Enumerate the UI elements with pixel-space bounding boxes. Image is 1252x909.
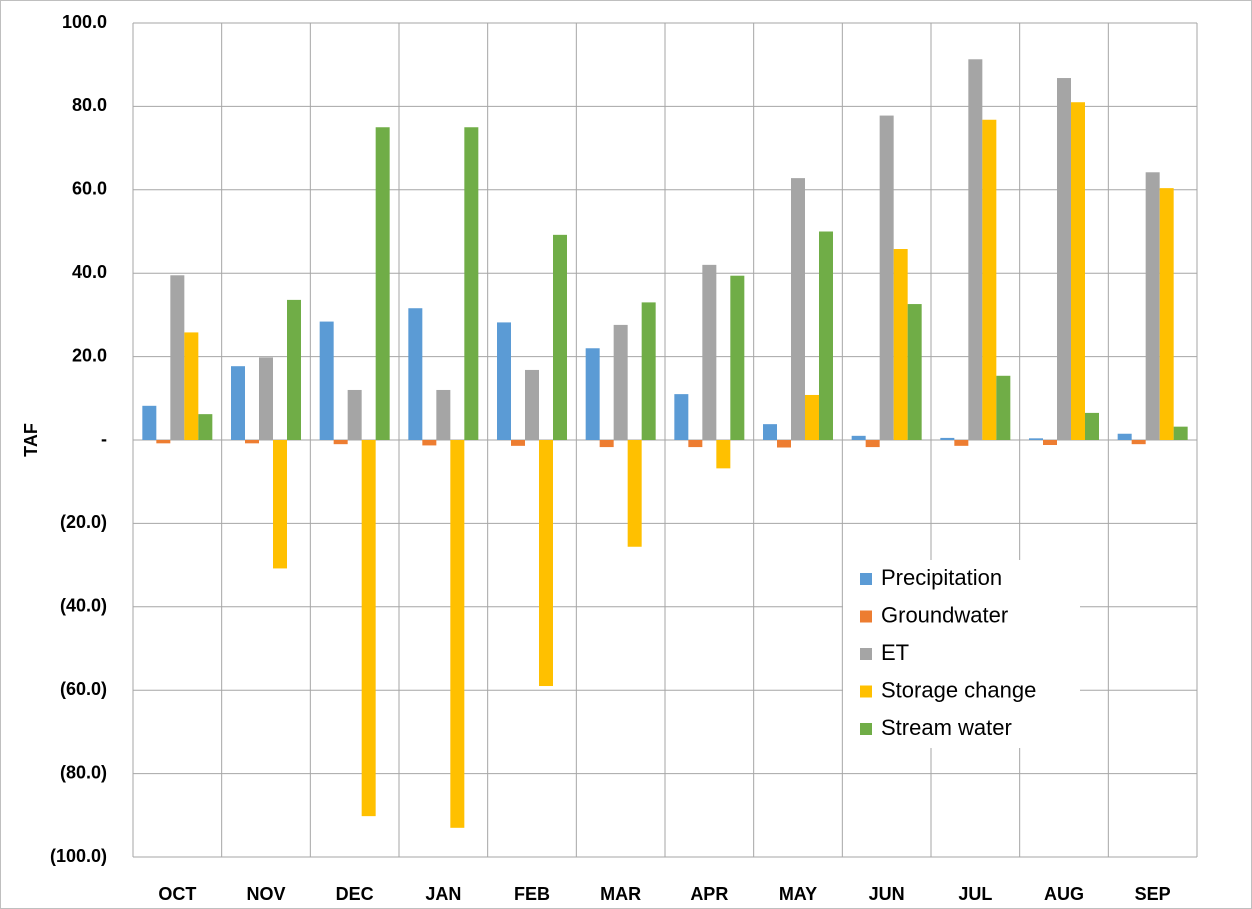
x-tick-label: MAY: [779, 884, 817, 904]
bar: [231, 366, 245, 440]
bar: [450, 440, 465, 828]
bar: [716, 440, 731, 469]
bar: [1057, 78, 1071, 440]
y-tick-label: (40.0): [60, 596, 107, 616]
x-tick-label: JAN: [425, 884, 461, 904]
bar: [259, 357, 273, 440]
x-tick-label: JUN: [869, 884, 905, 904]
bar: [319, 321, 334, 440]
bar: [245, 440, 259, 444]
bar: [436, 389, 451, 440]
bar: [539, 440, 553, 687]
bar: [375, 127, 390, 440]
bar: [1131, 440, 1146, 445]
bar: [996, 375, 1011, 440]
bar: [907, 304, 922, 440]
bar: [273, 440, 287, 569]
bar: [641, 302, 656, 440]
bar: [553, 234, 567, 440]
bar: [422, 440, 437, 446]
bar: [940, 437, 955, 440]
x-tick-label: APR: [690, 884, 728, 904]
legend-swatch: [860, 610, 872, 623]
x-tick-label: FEB: [514, 884, 550, 904]
bar: [408, 308, 423, 440]
bar: [142, 405, 157, 440]
y-tick-label: 60.0: [72, 179, 107, 199]
bar: [170, 275, 185, 440]
x-tick-label: AUG: [1044, 884, 1084, 904]
legend-label: Storage change: [881, 677, 1036, 702]
legend-label: Precipitation: [881, 565, 1002, 590]
bar: [777, 440, 791, 448]
bar: [688, 440, 703, 448]
bar: [525, 369, 539, 440]
legend-swatch: [860, 648, 872, 660]
bar: [1029, 438, 1043, 440]
y-tick-label: (80.0): [60, 762, 107, 782]
bar: [599, 440, 614, 448]
bar: [198, 414, 213, 440]
bar: [851, 435, 866, 440]
y-tick-label: (60.0): [60, 679, 107, 699]
bar: [184, 332, 199, 440]
bar: [287, 299, 301, 440]
y-tick-label: (100.0): [50, 846, 107, 866]
bar: [585, 348, 600, 440]
bar: [1071, 102, 1085, 440]
bar: [613, 324, 628, 440]
legend-label: Stream water: [881, 715, 1012, 740]
bar: [865, 440, 880, 448]
y-tick-label: 40.0: [72, 262, 107, 282]
bar: [1159, 188, 1174, 440]
x-tick-label: MAR: [600, 884, 641, 904]
bar: [333, 440, 348, 445]
bar: [511, 440, 525, 446]
legend-swatch: [860, 723, 872, 735]
bar: [805, 394, 819, 440]
bar: [627, 440, 642, 547]
y-tick-label: (20.0): [60, 512, 107, 532]
y-tick-label: 20.0: [72, 345, 107, 365]
bar: [156, 440, 171, 444]
legend-swatch: [860, 573, 872, 585]
legend-label: Groundwater: [881, 602, 1008, 627]
x-tick-label: DEC: [336, 884, 374, 904]
bar: [1117, 433, 1132, 440]
bar: [1043, 440, 1057, 446]
bar: [730, 275, 745, 440]
y-tick-label: 80.0: [72, 95, 107, 115]
bar: [982, 119, 997, 440]
bar: [893, 249, 908, 440]
y-axis-label: TAF: [21, 423, 41, 457]
bar: [954, 440, 969, 446]
x-tick-label: JUL: [958, 884, 992, 904]
x-tick-label: OCT: [158, 884, 196, 904]
bar: [674, 394, 689, 440]
legend-swatch: [860, 685, 872, 698]
bar: [361, 440, 376, 817]
y-tick-label: 100.0: [62, 12, 107, 32]
legend-label: ET: [881, 640, 909, 665]
x-tick-label: NOV: [246, 884, 285, 904]
bar: [819, 231, 833, 440]
bar: [347, 389, 362, 440]
bar: [791, 178, 805, 440]
bar: [1145, 172, 1160, 440]
bar: [1085, 412, 1099, 440]
bar: [879, 115, 894, 440]
bar: [763, 424, 777, 440]
bar: [464, 127, 479, 440]
bar: [497, 322, 511, 440]
legend-box: [843, 560, 1080, 748]
bar: [1173, 426, 1188, 440]
x-tick-label: SEP: [1135, 884, 1171, 904]
bar: [702, 264, 717, 440]
bar: [968, 59, 983, 441]
y-tick-label: -: [101, 429, 107, 449]
